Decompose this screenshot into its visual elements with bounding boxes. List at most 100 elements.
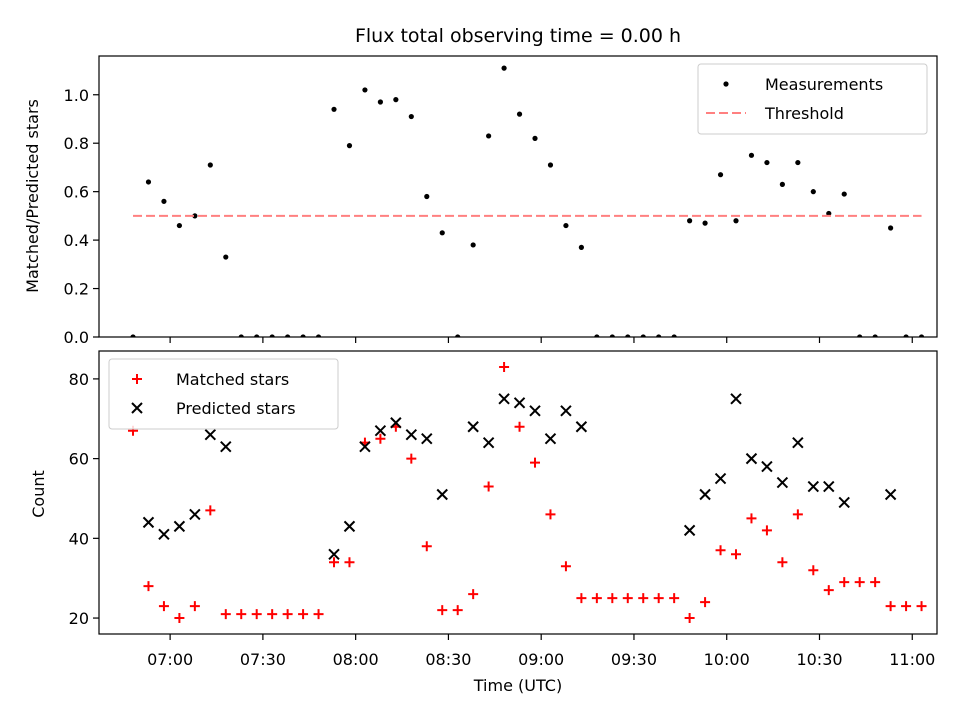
measurement-point bbox=[795, 159, 801, 166]
bottom-plot-frame bbox=[98, 350, 938, 635]
measurement-point bbox=[516, 111, 523, 117]
top-plot-area bbox=[130, 65, 925, 337]
measurement-point bbox=[238, 334, 244, 337]
matched-stars-point bbox=[406, 453, 417, 464]
matched-stars-point bbox=[653, 593, 664, 604]
measurement-point bbox=[594, 334, 600, 337]
matched-stars-point bbox=[684, 613, 695, 624]
predicted-stars-point bbox=[328, 548, 340, 560]
measurement-point bbox=[300, 334, 306, 337]
measurement-point bbox=[810, 189, 816, 195]
predicted-stars-point bbox=[498, 393, 510, 405]
predicted-stars-point bbox=[560, 405, 572, 417]
matched-stars-point bbox=[437, 605, 448, 616]
measurement-point bbox=[285, 334, 291, 337]
predicted-stars-point bbox=[158, 528, 170, 541]
matched-stars-point bbox=[236, 609, 247, 620]
bottom-y-axis-label: Count bbox=[29, 470, 48, 518]
matched-stars-point bbox=[499, 361, 510, 372]
matched-stars-point bbox=[282, 609, 293, 620]
measurement-point bbox=[408, 113, 414, 120]
predicted-stars-point bbox=[575, 421, 588, 433]
measurement-point bbox=[625, 334, 631, 337]
matched-stars-point bbox=[143, 581, 154, 592]
matched-stars-point bbox=[823, 585, 834, 596]
top-y-axis-label: Matched/Predicted stars bbox=[23, 99, 42, 293]
measurement-point bbox=[161, 198, 167, 204]
measurement-point bbox=[640, 334, 646, 337]
matched-stars-point bbox=[591, 593, 602, 604]
predicted-stars-point bbox=[761, 460, 773, 473]
matched-stars-point bbox=[560, 561, 571, 572]
x-tick-label: 09:00 bbox=[518, 650, 564, 669]
predicted-stars-point bbox=[544, 432, 557, 445]
predicted-stars-point bbox=[776, 476, 789, 489]
top-y-tick-label: 0.2 bbox=[64, 280, 89, 299]
bottom-legend: Matched stars Predicted stars bbox=[108, 358, 339, 430]
measurement-point bbox=[826, 210, 832, 217]
predicted-stars-point bbox=[792, 436, 804, 449]
measurement-point bbox=[346, 143, 353, 149]
bottom-y-tick-label: 80 bbox=[69, 370, 89, 389]
x-tick-label: 07:00 bbox=[147, 650, 193, 669]
chart-title: Flux total observing time = 0.00 h bbox=[355, 25, 681, 47]
matched-stars-point bbox=[298, 609, 309, 620]
measurement-point bbox=[563, 222, 569, 229]
matched-stars-point bbox=[792, 509, 803, 520]
measurement-point bbox=[439, 230, 445, 236]
measurement-point bbox=[532, 135, 538, 141]
measurement-point bbox=[547, 162, 554, 168]
bottom-plot-area bbox=[128, 361, 927, 624]
measurement-point bbox=[393, 97, 399, 103]
matched-stars-point bbox=[344, 557, 355, 568]
measurement-point bbox=[470, 242, 476, 248]
top-y-tick-label: 1.0 bbox=[64, 86, 89, 105]
bottom-y-tick-label: 40 bbox=[69, 529, 89, 548]
matched-stars-point bbox=[313, 609, 324, 620]
matched-stars-point bbox=[746, 513, 757, 524]
predicted-stars-point bbox=[220, 440, 232, 453]
legend-x-marker bbox=[131, 402, 143, 414]
legend-label: Matched stars bbox=[176, 370, 289, 389]
predicted-stars-point bbox=[823, 480, 835, 493]
legend-box bbox=[697, 63, 928, 135]
measurement-point bbox=[764, 159, 770, 166]
measurement-point bbox=[130, 334, 136, 337]
legend-plus-marker bbox=[132, 374, 142, 384]
x-tick-label: 07:30 bbox=[240, 650, 286, 669]
measurement-point bbox=[176, 222, 182, 229]
matched-stars-point bbox=[731, 549, 742, 560]
predicted-stars-point bbox=[189, 508, 201, 521]
measurement-point bbox=[486, 133, 492, 139]
predicted-stars-point bbox=[343, 520, 356, 533]
predicted-stars-point bbox=[204, 428, 217, 441]
predicted-stars-point bbox=[421, 432, 433, 445]
matched-stars-point bbox=[700, 597, 711, 608]
matched-stars-point bbox=[761, 525, 772, 536]
matched-stars-point bbox=[854, 577, 865, 588]
predicted-stars-point bbox=[683, 524, 696, 537]
matched-stars-point bbox=[375, 433, 386, 444]
matched-stars-point bbox=[530, 457, 541, 468]
predicted-stars-point bbox=[436, 488, 448, 501]
matched-stars-point bbox=[839, 577, 850, 588]
x-tick-label: 10:00 bbox=[704, 650, 750, 669]
measurement-point bbox=[362, 87, 368, 93]
measurement-point bbox=[377, 99, 383, 105]
measurement-point bbox=[207, 162, 213, 168]
top-y-tick-label: 0.8 bbox=[64, 134, 89, 153]
measurement-point bbox=[903, 334, 909, 337]
measurement-point bbox=[779, 181, 785, 187]
measurement-point bbox=[918, 334, 925, 337]
matched-stars-point bbox=[483, 481, 494, 492]
matched-stars-point bbox=[174, 613, 185, 624]
measurement-point bbox=[656, 334, 662, 337]
matched-stars-point bbox=[638, 593, 649, 604]
matched-stars-point bbox=[885, 601, 896, 612]
top-y-tick-label: 0.6 bbox=[64, 183, 89, 202]
measurement-point bbox=[671, 334, 677, 337]
x-axis-label: Time (UTC) bbox=[473, 676, 562, 695]
top-axes: 0.0 0.2 0.4 0.6 0.8 1.0 Measurements Threshold bbox=[64, 55, 938, 347]
measurement-point bbox=[888, 225, 894, 231]
matched-stars-point bbox=[545, 509, 556, 520]
